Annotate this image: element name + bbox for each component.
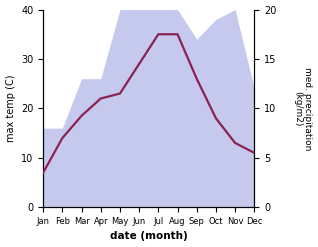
Y-axis label: med. precipitation
(kg/m2): med. precipitation (kg/m2) xyxy=(293,67,313,150)
X-axis label: date (month): date (month) xyxy=(110,231,188,242)
Y-axis label: max temp (C): max temp (C) xyxy=(5,75,16,142)
